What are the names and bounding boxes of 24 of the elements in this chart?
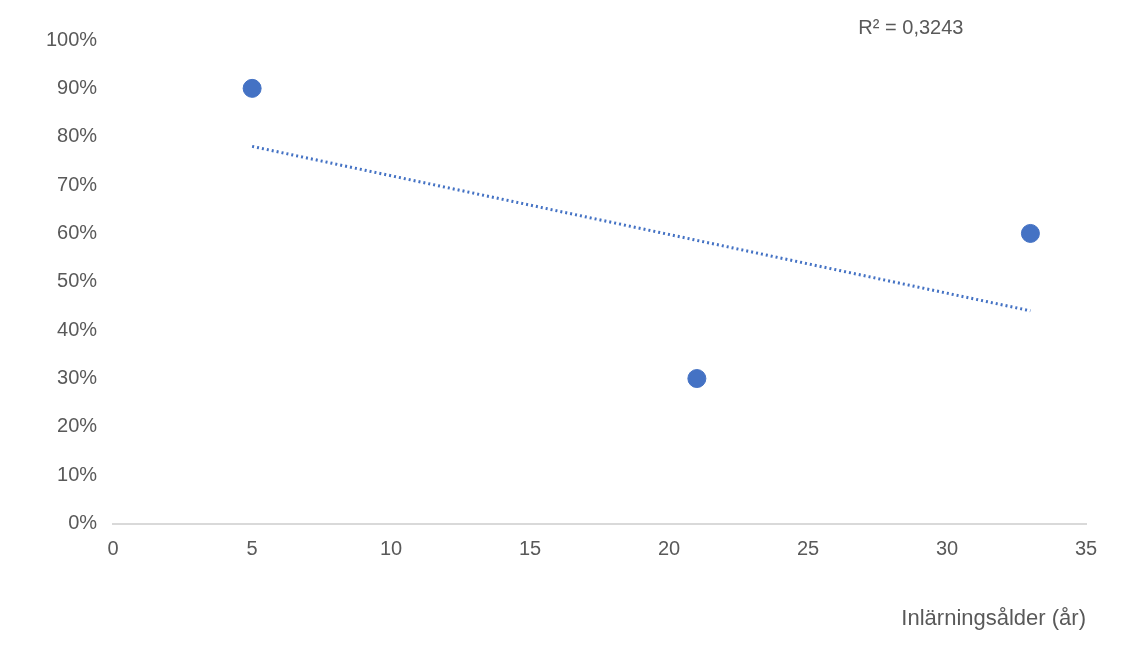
y-tick-label: 20% xyxy=(57,414,98,437)
point xyxy=(1020,223,1040,243)
x-tick-label: 0 xyxy=(107,537,119,560)
y-tick-label: 70% xyxy=(57,172,98,195)
x-tick-label: 35 xyxy=(1074,537,1098,560)
x-tick-label: 5 xyxy=(246,537,258,560)
y-tick-label: 40% xyxy=(57,317,98,340)
x-tick-label: 15 xyxy=(518,537,542,560)
y-tick-label: 30% xyxy=(57,366,98,389)
y-tick-label: 0% xyxy=(68,511,98,534)
text: R² = 0,3243 xyxy=(858,15,964,38)
y-tick-label: 60% xyxy=(57,220,98,243)
y-tick-label: 50% xyxy=(57,269,98,292)
x-axis-title: Inlärningsålder (år) xyxy=(901,604,1086,630)
y-tick-label: 100% xyxy=(46,27,98,50)
y-tick-label: 90% xyxy=(57,75,98,98)
x-tick-label: 30 xyxy=(935,537,959,560)
point xyxy=(242,78,262,98)
y-tick-label: 10% xyxy=(57,462,98,485)
x-tick-label: 25 xyxy=(796,537,820,560)
y-tick-label: 80% xyxy=(57,124,98,147)
x-tick-label: 10 xyxy=(379,537,403,560)
point xyxy=(687,369,707,389)
x-tick-label: 20 xyxy=(657,537,681,560)
